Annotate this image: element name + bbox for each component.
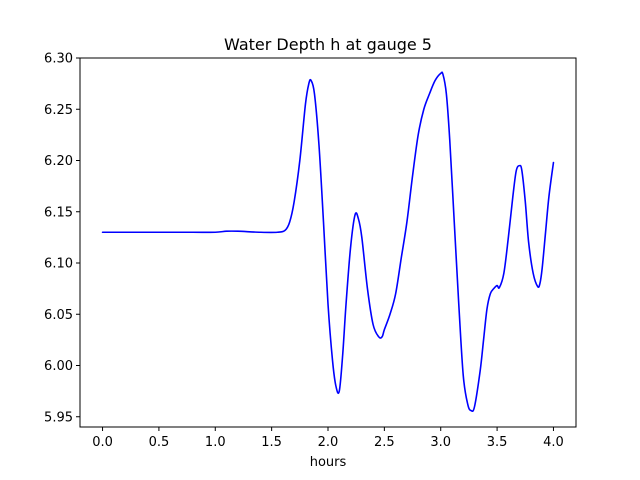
x-tick-label: 1.0 — [205, 435, 226, 450]
series-layer — [101, 71, 555, 413]
y-tick-label: 6.00 — [44, 359, 73, 374]
x-tick-label: 4.0 — [543, 435, 564, 450]
x-axis-label: hours — [310, 455, 347, 470]
y-tick-label: 6.10 — [44, 257, 73, 272]
x-tick-label: 0.5 — [149, 435, 170, 450]
x-tick-label: 2.5 — [374, 435, 395, 450]
y-axis: 5.95 6.00 6.05 6.10 6.15 6.20 6.25 6.30 — [44, 52, 80, 425]
plot-area — [79, 57, 577, 428]
y-tick-label: 6.05 — [44, 308, 73, 323]
x-tick-label: 3.0 — [430, 435, 451, 450]
chart-title: Water Depth h at gauge 5 — [224, 35, 432, 54]
x-axis: 0.0 0.5 1.0 1.5 2.0 2.5 3.0 3.5 4.0 — [92, 427, 564, 450]
y-tick-label: 5.95 — [44, 410, 73, 425]
x-tick-label: 0.0 — [92, 435, 113, 450]
y-tick-label: 6.15 — [44, 205, 73, 220]
series-line-0 — [101, 71, 555, 413]
x-tick-label: 2.0 — [318, 435, 339, 450]
x-tick-label: 3.5 — [487, 435, 508, 450]
y-tick-label: 6.20 — [44, 154, 73, 169]
axes-frame — [79, 57, 577, 428]
y-tick-label: 6.25 — [44, 103, 73, 118]
x-tick-label: 1.5 — [261, 435, 282, 450]
y-tick-label: 6.30 — [44, 52, 73, 67]
